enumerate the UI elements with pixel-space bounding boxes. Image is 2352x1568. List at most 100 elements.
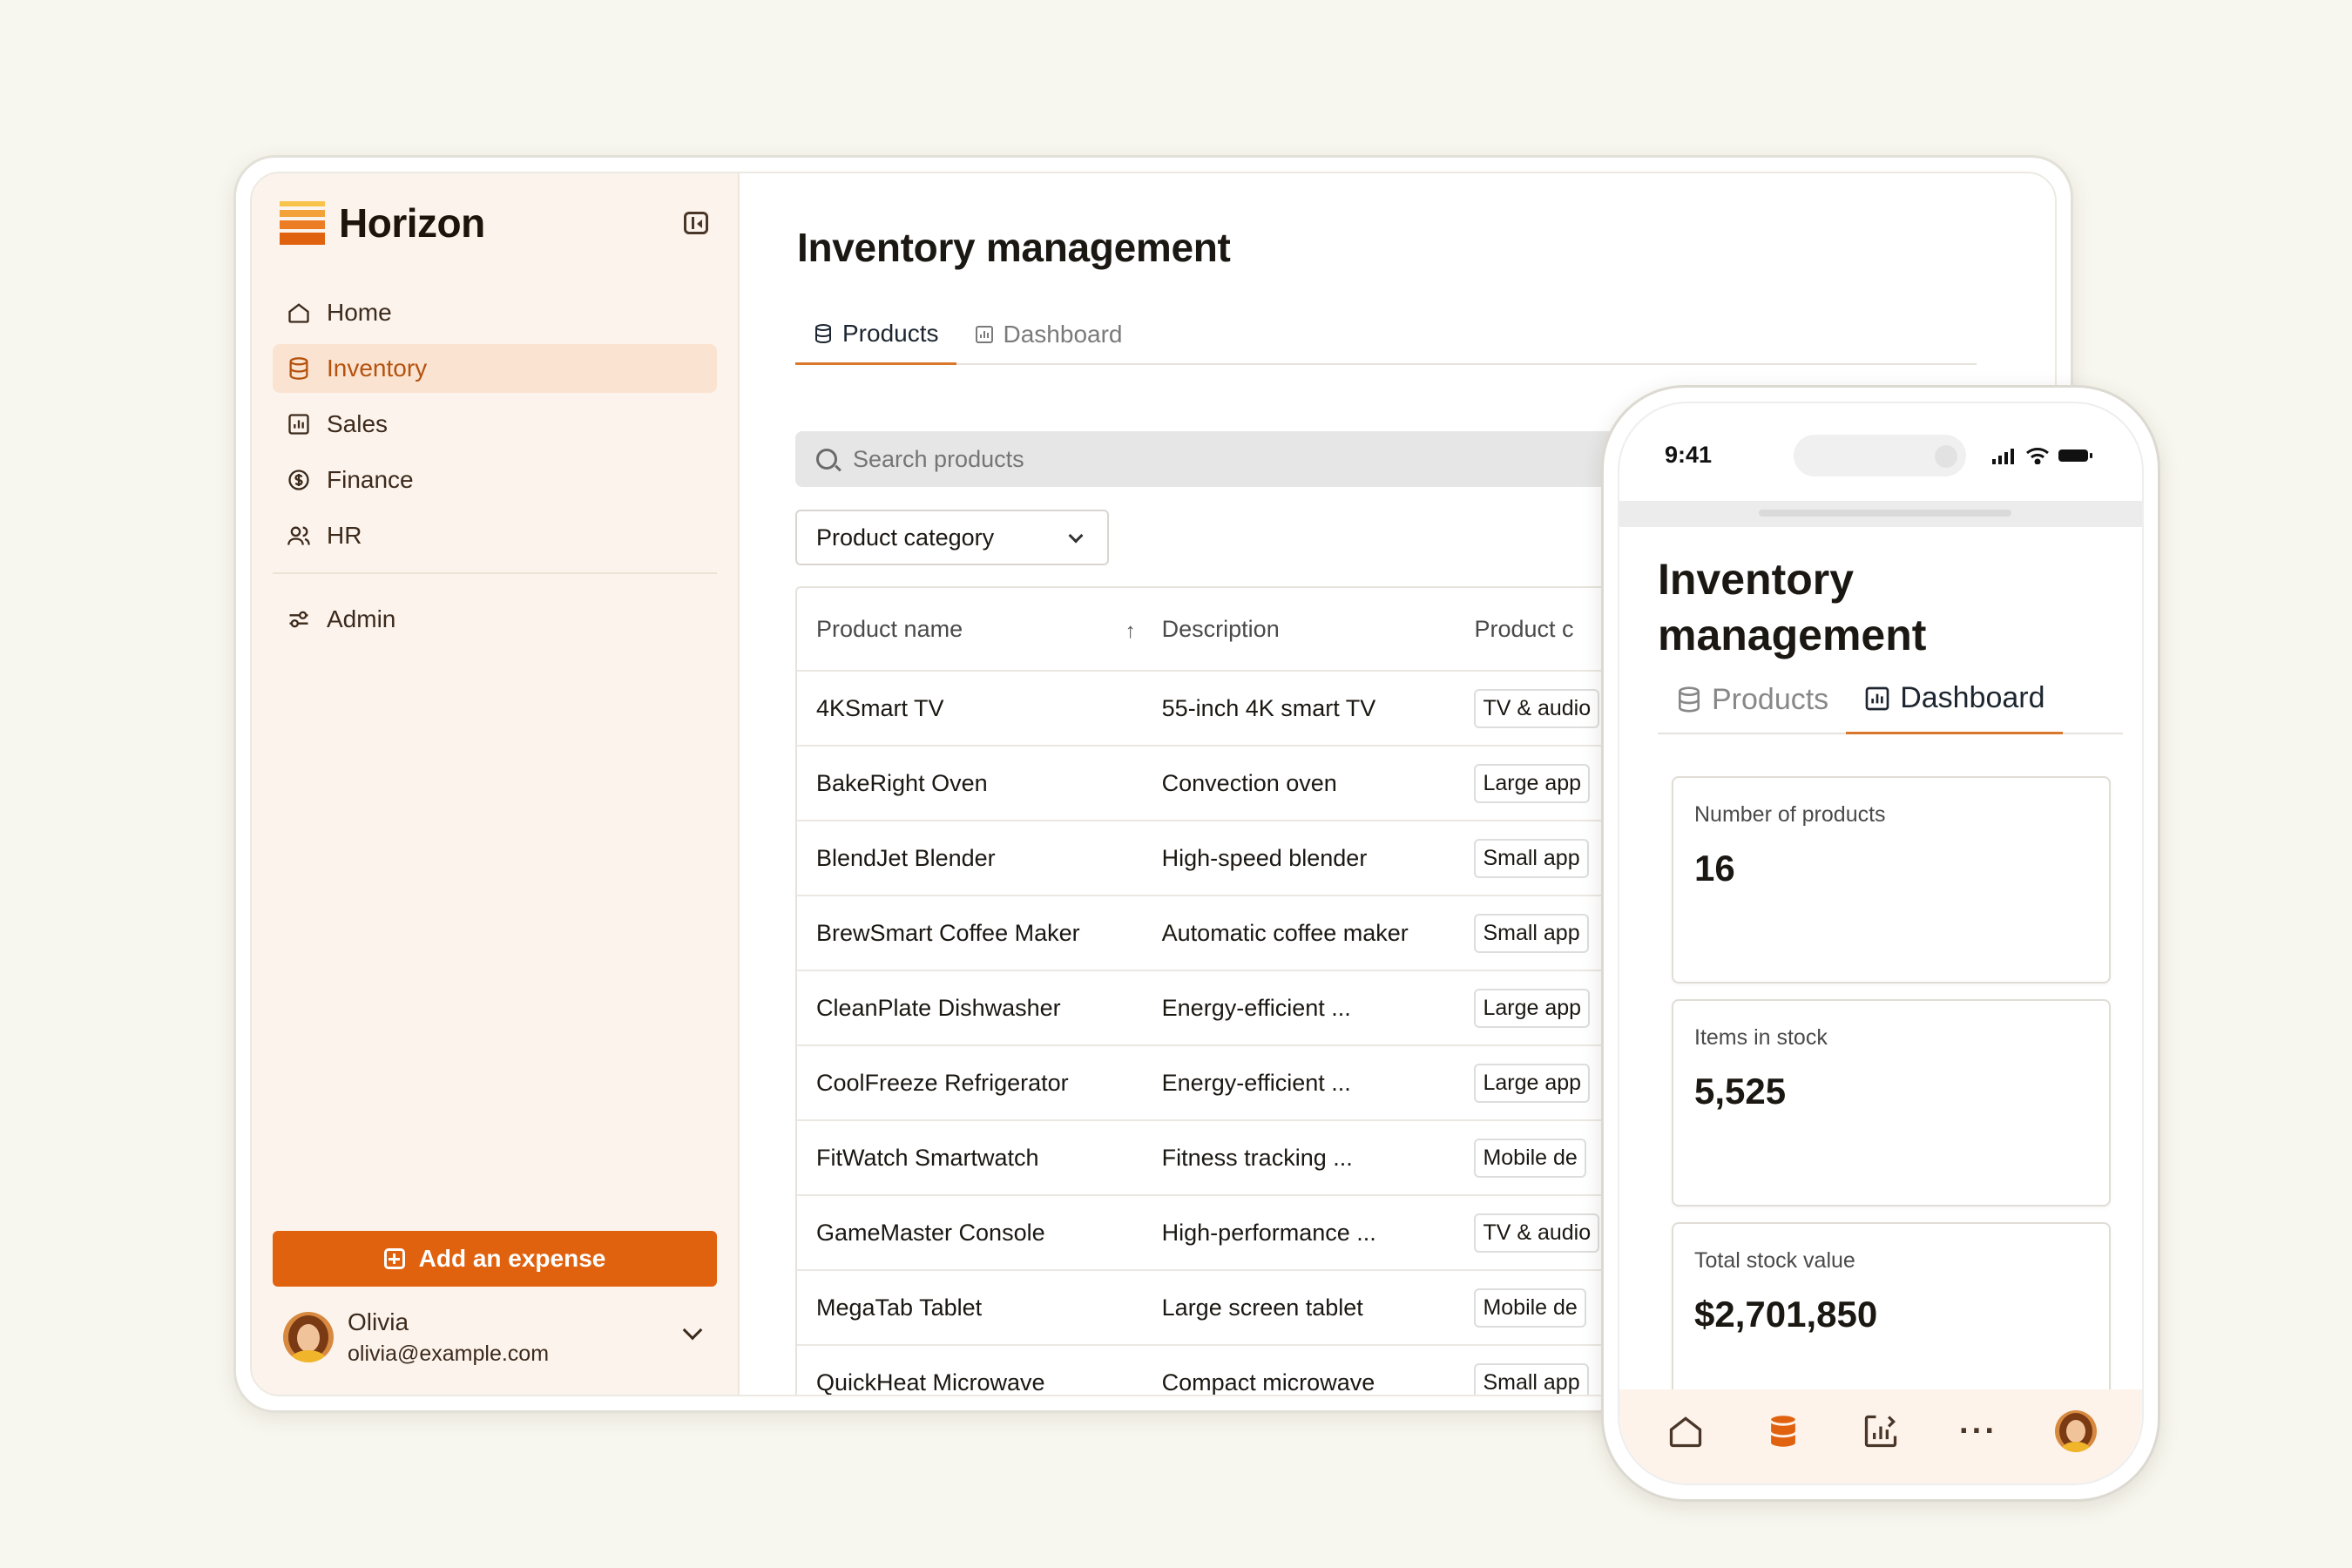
card-label: Total stock value bbox=[1694, 1248, 1855, 1273]
category-chip: Mobile de bbox=[1474, 1138, 1586, 1178]
sidebar-divider bbox=[273, 572, 717, 574]
add-expense-button[interactable]: Add an expense bbox=[273, 1231, 717, 1287]
cell-description: Energy-efficient ... bbox=[1161, 994, 1351, 1021]
database-icon bbox=[1675, 686, 1703, 713]
cell-product-name: BakeRight Oven bbox=[816, 769, 988, 796]
avatar[interactable] bbox=[2050, 1405, 2102, 1457]
collapse-sidebar-icon[interactable] bbox=[684, 212, 708, 234]
sidebar-item-label: HR bbox=[327, 522, 362, 549]
status-time: 9:41 bbox=[1665, 442, 1713, 468]
database-icon bbox=[285, 355, 313, 382]
horizon-logo-icon bbox=[280, 201, 325, 245]
phone-bottom-nav: ··· bbox=[1619, 1389, 2142, 1484]
cell-product-name: MegaTab Tablet bbox=[816, 1294, 983, 1321]
column-header-product-name[interactable]: Product name ↑ bbox=[797, 616, 1162, 643]
column-header-description[interactable]: Description bbox=[1161, 615, 1280, 642]
cell-category: Small app bbox=[1474, 838, 1839, 878]
search-input[interactable]: Search products bbox=[795, 431, 1754, 487]
cell-category: Mobile de bbox=[1474, 1288, 1839, 1328]
cell-category: Mobile de bbox=[1474, 1138, 1839, 1178]
cell-category: Large app bbox=[1474, 763, 1839, 803]
chevron-down-icon[interactable] bbox=[682, 1320, 703, 1341]
table-row[interactable]: QuickHeat Microwave Compact microwave Smal… bbox=[797, 1346, 1839, 1396]
table-body: 4KSmart TV 55-inch 4K smart TV TV & audio B… bbox=[797, 672, 1839, 1396]
table-row[interactable]: CoolFreeze Refrigerator Energy-efficient … bbox=[797, 1046, 1839, 1121]
search-icon bbox=[816, 449, 837, 470]
sidebar-item-hr[interactable]: HR bbox=[273, 511, 717, 560]
chart-icon bbox=[285, 410, 313, 438]
home-icon bbox=[285, 299, 313, 327]
cell-category: TV & audio bbox=[1474, 1213, 1839, 1253]
sheet-bar bbox=[1619, 501, 2142, 527]
category-chip: TV & audio bbox=[1474, 1213, 1600, 1253]
dollar-icon bbox=[285, 466, 313, 494]
sidebar-item-finance[interactable]: Finance bbox=[273, 456, 717, 504]
tab-products[interactable]: Products bbox=[1658, 665, 1846, 734]
sidebar-item-label: Home bbox=[327, 299, 392, 326]
product-category-select[interactable]: Product category bbox=[795, 510, 1109, 565]
category-chip: Small app bbox=[1474, 913, 1589, 953]
table-row[interactable]: BlendJet Blender High-speed blender Small … bbox=[797, 821, 1839, 896]
column-header-product-category[interactable]: Product c bbox=[1474, 615, 1574, 642]
sort-ascending-icon[interactable]: ↑ bbox=[1125, 618, 1136, 643]
phone-device: 9:41 Inventory management Products Dashb… bbox=[1601, 385, 2160, 1502]
tab-bar: Products Dashboard bbox=[795, 304, 1977, 365]
table-row[interactable]: CleanPlate Dishwasher Energy-efficient ..… bbox=[797, 971, 1839, 1046]
table-row[interactable]: MegaTab Tablet Large screen tablet Mobile … bbox=[797, 1271, 1839, 1346]
category-chip: Small app bbox=[1474, 838, 1589, 878]
chevron-down-icon bbox=[1068, 528, 1084, 544]
sheet-handle[interactable] bbox=[1759, 510, 2011, 517]
more-icon[interactable]: ··· bbox=[1959, 1412, 1997, 1450]
status-icons bbox=[1992, 447, 2093, 464]
sidebar-item-label: Finance bbox=[327, 466, 414, 493]
cell-category: Large app bbox=[1474, 1063, 1839, 1103]
card-value: 16 bbox=[1694, 848, 1735, 889]
table-row[interactable]: BakeRight Oven Convection oven Large app bbox=[797, 747, 1839, 821]
cell-description: Automatic coffee maker bbox=[1161, 919, 1409, 946]
tab-dashboard[interactable]: Dashboard bbox=[1846, 665, 2063, 734]
database-icon[interactable] bbox=[1757, 1405, 1809, 1457]
battery-icon bbox=[2058, 449, 2092, 462]
cell-product-name: BrewSmart Coffee Maker bbox=[816, 919, 1080, 946]
phone-page-title: Inventory management bbox=[1658, 555, 1927, 659]
cell-description: Convection oven bbox=[1161, 769, 1337, 796]
wifi-icon bbox=[2026, 448, 2049, 464]
sidebar-item-label: Inventory bbox=[327, 355, 428, 382]
add-expense-label: Add an expense bbox=[418, 1245, 606, 1272]
table-row[interactable]: FitWatch Smartwatch Fitness tracking ... M… bbox=[797, 1121, 1839, 1196]
card-value: $2,701,850 bbox=[1694, 1294, 1878, 1335]
table-row[interactable]: 4KSmart TV 55-inch 4K smart TV TV & audio bbox=[797, 672, 1839, 747]
category-chip: Large app bbox=[1474, 1063, 1591, 1103]
users-icon bbox=[285, 522, 313, 550]
avatar bbox=[283, 1312, 334, 1362]
cell-product-name: 4KSmart TV bbox=[816, 694, 944, 721]
cell-product-name: BlendJet Blender bbox=[816, 844, 996, 871]
user-name: Olivia bbox=[348, 1308, 409, 1335]
sidebar-item-label: Admin bbox=[327, 605, 396, 632]
sidebar-item-admin[interactable]: Admin bbox=[273, 595, 717, 644]
filter-label: Product category bbox=[816, 524, 995, 551]
home-icon[interactable] bbox=[1659, 1405, 1712, 1457]
category-chip: Mobile de bbox=[1474, 1288, 1586, 1328]
sidebar-item-sales[interactable]: Sales bbox=[273, 400, 717, 449]
cell-description: High-performance ... bbox=[1161, 1219, 1376, 1246]
cell-product-name: CoolFreeze Refrigerator bbox=[816, 1069, 1069, 1096]
phone-screen: 9:41 Inventory management Products Dashb… bbox=[1618, 402, 2144, 1485]
plus-square-icon bbox=[383, 1248, 405, 1269]
cell-description: High-speed blender bbox=[1161, 844, 1368, 871]
category-chip: Large app bbox=[1474, 988, 1591, 1028]
table-row[interactable]: BrewSmart Coffee Maker Automatic coffee m… bbox=[797, 896, 1839, 971]
sidebar-item-inventory[interactable]: Inventory bbox=[273, 344, 717, 393]
sidebar-nav: Home Inventory Sales bbox=[273, 288, 717, 651]
tab-dashboard[interactable]: Dashboard bbox=[956, 304, 1140, 365]
phone-tab-bar: Products Dashboard bbox=[1658, 665, 2123, 734]
sidebar-item-home[interactable]: Home bbox=[273, 288, 717, 337]
tab-label: Dashboard bbox=[1003, 321, 1123, 348]
cell-product-name: QuickHeat Microwave bbox=[816, 1369, 1045, 1396]
chart-icon bbox=[974, 324, 995, 345]
table-row[interactable]: GameMaster Console High-performance ... TV… bbox=[797, 1196, 1839, 1271]
tab-products[interactable]: Products bbox=[795, 304, 956, 365]
cell-product-name: CleanPlate Dishwasher bbox=[816, 994, 1061, 1021]
chart-icon[interactable] bbox=[1855, 1405, 1907, 1457]
user-menu[interactable]: Olivia olivia@example.com bbox=[283, 1306, 710, 1369]
